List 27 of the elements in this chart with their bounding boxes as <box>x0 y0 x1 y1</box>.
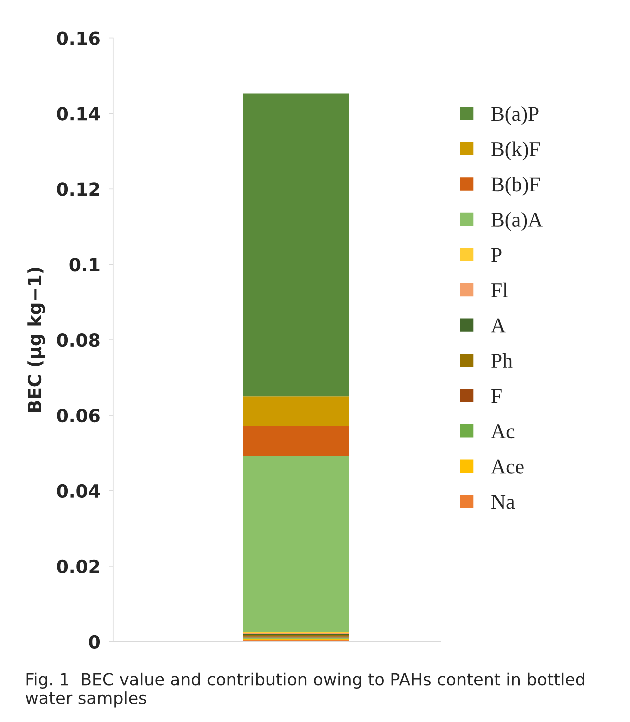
y-tick-label: 0.04 <box>57 484 100 498</box>
y-tick-label: 0.08 <box>57 334 100 348</box>
y-tick-label: 0 <box>89 635 100 649</box>
legend-label: Ph <box>492 353 513 368</box>
caption: Fig. 1 BEC value and contribution owing to PAHs content in bottled water samples <box>26 672 584 708</box>
y-tick-label: 0.12 <box>57 182 100 196</box>
legend-label: B(a)P <box>492 106 539 126</box>
y-tick-label: 0.06 <box>57 408 100 423</box>
legend-label: Fl <box>492 282 508 298</box>
bar <box>243 426 350 456</box>
y-tick-label: 0.16 <box>57 32 100 46</box>
bar <box>243 396 350 426</box>
bar <box>243 456 350 632</box>
legend-label: P <box>492 248 502 262</box>
legend-label: F <box>492 389 502 404</box>
y-tick-label: 0.02 <box>57 560 100 574</box>
legend-label: B(b)F <box>492 177 540 196</box>
legend-label: Ace <box>491 460 524 474</box>
y-axis-title: BEC (µg kg−1) <box>28 268 46 412</box>
legend-label: Ac <box>491 424 515 439</box>
legend-label: Na <box>492 495 516 510</box>
y-tick-label: 0.1 <box>70 258 100 272</box>
legend-label: A <box>491 318 506 333</box>
bar <box>243 94 350 397</box>
y-tick-label: 0.14 <box>57 107 100 121</box>
legend-label: B(a)A <box>492 212 543 232</box>
legend-label: B(k)F <box>492 142 540 161</box>
